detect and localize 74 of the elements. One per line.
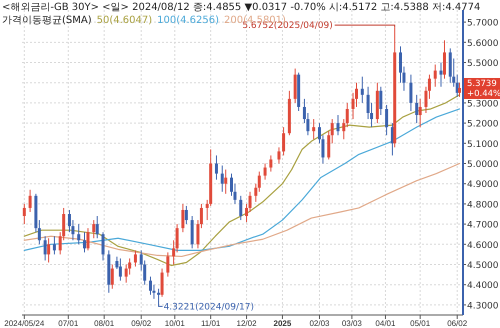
candlestick [458, 82, 462, 98]
candlestick [360, 76, 364, 104]
x-tick-label: 05/01 [410, 319, 431, 328]
candlestick [385, 104, 388, 136]
x-tick-label: 03/03 [342, 319, 362, 328]
x-tick-label: 11/01 [200, 319, 221, 328]
line-series [24, 94, 460, 266]
candlestick [269, 154, 272, 172]
candlestick [181, 203, 184, 233]
candlestick [409, 74, 412, 112]
candlestick [134, 250, 137, 268]
y-tick-label: 5.1000 [467, 140, 499, 150]
candlestick [379, 86, 382, 116]
candlestick [434, 64, 437, 88]
y-tick-label: 5.3000 [467, 99, 499, 110]
y-tick-label: 4.5000 [467, 261, 499, 272]
candlestick [440, 62, 443, 88]
candlestick [442, 40, 446, 80]
x-tick-label: 04/01 [375, 319, 396, 328]
text: 50(4.6047) [96, 15, 152, 26]
x-tick-label: 02/03 [309, 319, 330, 328]
text: 100(4.6256) [157, 15, 220, 26]
candlestick [214, 154, 218, 180]
x-tick-label: 06/02 [447, 319, 468, 328]
candlestick [166, 252, 170, 278]
candlestick [118, 258, 122, 282]
candlestick [220, 165, 224, 192]
candlestick [110, 264, 114, 290]
candlestick [77, 224, 80, 245]
x-tick-label: 07/01 [58, 319, 79, 328]
candlestick [336, 114, 340, 136]
annotation: 4.3221(2024/09/17) [164, 302, 254, 312]
candlestick [282, 126, 286, 156]
candlestick [415, 94, 418, 124]
x-tick-label: 10/01 [164, 319, 186, 328]
y-tick-label: 5.5000 [467, 59, 499, 70]
candlestick [52, 236, 56, 255]
candlestick [22, 203, 26, 225]
candlestick [312, 118, 316, 140]
candlestick [148, 276, 152, 296]
candlestick [264, 163, 267, 180]
candlestick [83, 232, 86, 253]
candlestick [157, 288, 160, 301]
y-tick-label: 4.6000 [467, 240, 499, 251]
chart-title: <해외금리-GB 30Y> <일> 2024/08/12 종:4.4855 ▼0.0317 -0.70% 시:4.5172 고:4.5388 저:4.4774 [2, 2, 480, 13]
x-tick-label: 2024/05/24 [4, 319, 45, 328]
y-tick-label: 5.2000 [467, 120, 499, 130]
x-tick-label: 2025 [274, 319, 292, 328]
candlestick [44, 236, 47, 261]
x-tick-label: 12/02 [236, 319, 258, 328]
y-tick-label: 4.9000 [467, 180, 499, 190]
y-tick-label: 4.7000 [467, 220, 499, 231]
candlestick [224, 169, 228, 194]
y-tick-label: 4.4000 [467, 281, 499, 292]
x-tick-label: 08/01 [94, 319, 115, 328]
text: 가격이동평균(SMA) [2, 15, 92, 26]
candlestick [239, 195, 242, 221]
candlestick [86, 228, 90, 251]
candlestick [184, 205, 188, 225]
candlestick [418, 98, 422, 128]
x-tick-label: 09/02 [131, 319, 152, 328]
y-tick-label: 5.0000 [467, 160, 499, 170]
candlestick [277, 146, 280, 164]
candlestick [102, 232, 105, 261]
y-tick-label: 5.7000 [467, 18, 499, 29]
candlestick [96, 216, 99, 239]
y-tick-label: 4.8000 [467, 200, 499, 210]
candlestick [92, 220, 96, 239]
candlestick [47, 238, 50, 263]
line-series [24, 162, 460, 258]
y-tick-label: 4.3000 [467, 301, 499, 312]
candlestick [28, 189, 32, 212]
candlestick [160, 268, 164, 298]
y-tick-label: 5.6000 [467, 38, 499, 49]
